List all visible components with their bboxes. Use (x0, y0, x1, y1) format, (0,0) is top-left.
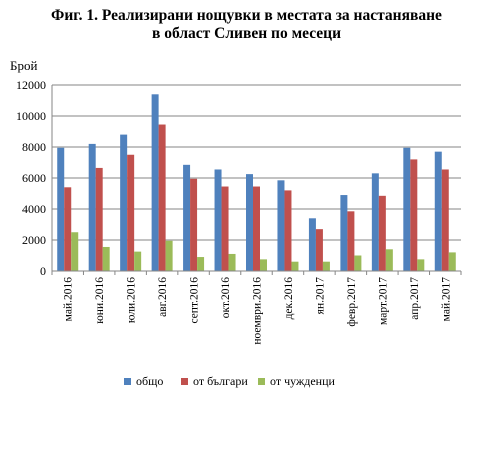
x-category-label: май.2016 (63, 277, 75, 322)
bar-foreigners (354, 255, 362, 271)
bar-foreigners (228, 253, 236, 271)
x-category-label: дек.2016 (283, 277, 295, 320)
bar-total (308, 218, 316, 271)
bar-foreigners (417, 259, 425, 271)
x-category-label: февр.2017 (346, 277, 358, 327)
x-category-label: март.2017 (377, 277, 389, 325)
bar-total (371, 173, 379, 271)
x-category-label: ян.2017 (314, 277, 326, 315)
bar-foreigners (291, 261, 299, 271)
chart-title-line-2: в област Сливен по месеци (151, 25, 342, 42)
bar-foreigners (71, 232, 79, 271)
x-category-label: юли.2016 (126, 277, 138, 323)
bar-bulgarians (410, 159, 418, 271)
x-category-label: май.2017 (440, 277, 452, 322)
bar-bulgarians (253, 186, 260, 271)
bar-bulgarians (347, 211, 355, 271)
y-tick-label: 4000 (22, 202, 46, 216)
bar-bulgarians (95, 167, 103, 271)
legend-label: от българи (193, 374, 248, 388)
bar-bulgarians (221, 186, 229, 271)
legend-label: от чужденци (270, 374, 336, 388)
legend-swatch (258, 378, 265, 385)
x-category-label: ноември.2016 (252, 277, 264, 345)
x-category-label: окт.2016 (220, 277, 232, 318)
x-category-label: септ.2016 (189, 277, 201, 324)
bar-bulgarians (190, 178, 198, 271)
bar-foreigners (322, 261, 330, 271)
y-tick-label: 12000 (16, 78, 46, 92)
x-category-label: апр.2017 (409, 277, 421, 320)
bar-foreigners (134, 251, 142, 271)
bar-bulgarians (441, 169, 449, 271)
bar-foreigners (197, 257, 205, 271)
y-tick-label: 6000 (22, 171, 46, 185)
bar-bulgarians (127, 154, 135, 271)
bar-foreigners (165, 240, 173, 271)
legend-swatch (124, 378, 131, 385)
bar-bulgarians (284, 190, 292, 271)
bar-total (214, 169, 222, 271)
y-tick-label: 2000 (22, 233, 46, 247)
bar-total (57, 147, 65, 271)
bar-bulgarians (315, 229, 323, 271)
chart-title-line-1: Фиг. 1. Реализирани нощувки в местата за… (51, 7, 442, 24)
bar-total (403, 147, 411, 271)
y-axis-label: Брой (10, 58, 38, 73)
y-tick-label: 10000 (16, 109, 46, 123)
bar-foreigners (448, 252, 456, 271)
bar-total (434, 151, 442, 271)
bar-bulgarians (158, 124, 166, 272)
bar-bulgarians (64, 187, 72, 271)
bar-foreigners (385, 249, 393, 271)
bar-total (151, 94, 159, 271)
bar-total (88, 143, 96, 271)
bar-total (277, 180, 285, 271)
x-category-label: юни.2016 (94, 277, 106, 324)
bar-total (246, 174, 253, 271)
y-tick-label: 8000 (22, 140, 46, 154)
y-tick-label: 0 (40, 264, 46, 278)
bar-foreigners (102, 246, 110, 271)
legend-label: общо (136, 374, 163, 388)
bar-total (120, 134, 128, 271)
bar-total (340, 195, 348, 271)
bar-foreigners (260, 259, 267, 271)
legend-swatch (181, 378, 188, 385)
x-category-label: авг.2016 (157, 277, 169, 317)
bar-bulgarians (378, 195, 386, 271)
bar-total (183, 164, 191, 271)
